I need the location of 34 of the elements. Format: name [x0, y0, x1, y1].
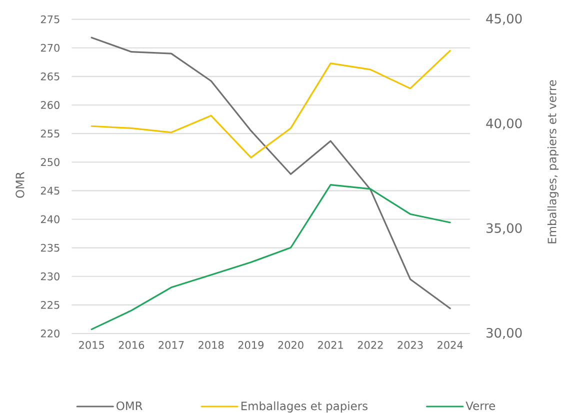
- y-tick-label: 220: [40, 330, 60, 338]
- y2-tick-label: 30,00: [486, 328, 522, 340]
- x-tick-label: 2019: [238, 341, 264, 349]
- y-tick-label: 250: [40, 158, 60, 166]
- y-axis-title: OMR: [16, 172, 24, 198]
- line-series: [90, 50, 451, 158]
- x-tick-label: 2021: [318, 341, 343, 349]
- y-tick-label: 225: [40, 300, 60, 309]
- y-tick-label: 240: [40, 215, 60, 224]
- x-tick-label: 2015: [79, 341, 104, 349]
- legend-label: OMR: [116, 401, 142, 410]
- x-tick-label: 2016: [118, 341, 144, 349]
- x-tick-label: 2022: [358, 341, 383, 349]
- y-tick-label: 270: [40, 44, 60, 52]
- line-series: [90, 184, 451, 330]
- y2-tick-label: 35,00: [486, 223, 522, 234]
- x-tick-label: 2017: [158, 341, 184, 349]
- y2-tick-label: 45,00: [486, 14, 522, 25]
- y-tick-label: 235: [40, 244, 60, 252]
- line-series: [90, 36, 451, 310]
- x-tick-label: 2023: [398, 341, 423, 349]
- y-tick-label: 265: [40, 72, 60, 80]
- x-tick-label: 2018: [198, 341, 224, 349]
- y2-axis-title: Emballages, papiers et verre: [547, 80, 559, 244]
- y-tick-label: 230: [40, 272, 60, 280]
- x-tick-label: 2024: [438, 341, 463, 349]
- y-tick-label: 245: [40, 186, 60, 195]
- y2-tick-label: 40,00: [486, 118, 522, 130]
- legend-label: Verre: [466, 402, 496, 410]
- y-tick-label: 260: [40, 101, 60, 109]
- legend-label: Emballages et papiers: [241, 401, 368, 412]
- y-tick-label: 275: [40, 15, 60, 24]
- x-tick-label: 2020: [278, 341, 304, 349]
- y-tick-label: 255: [40, 130, 60, 138]
